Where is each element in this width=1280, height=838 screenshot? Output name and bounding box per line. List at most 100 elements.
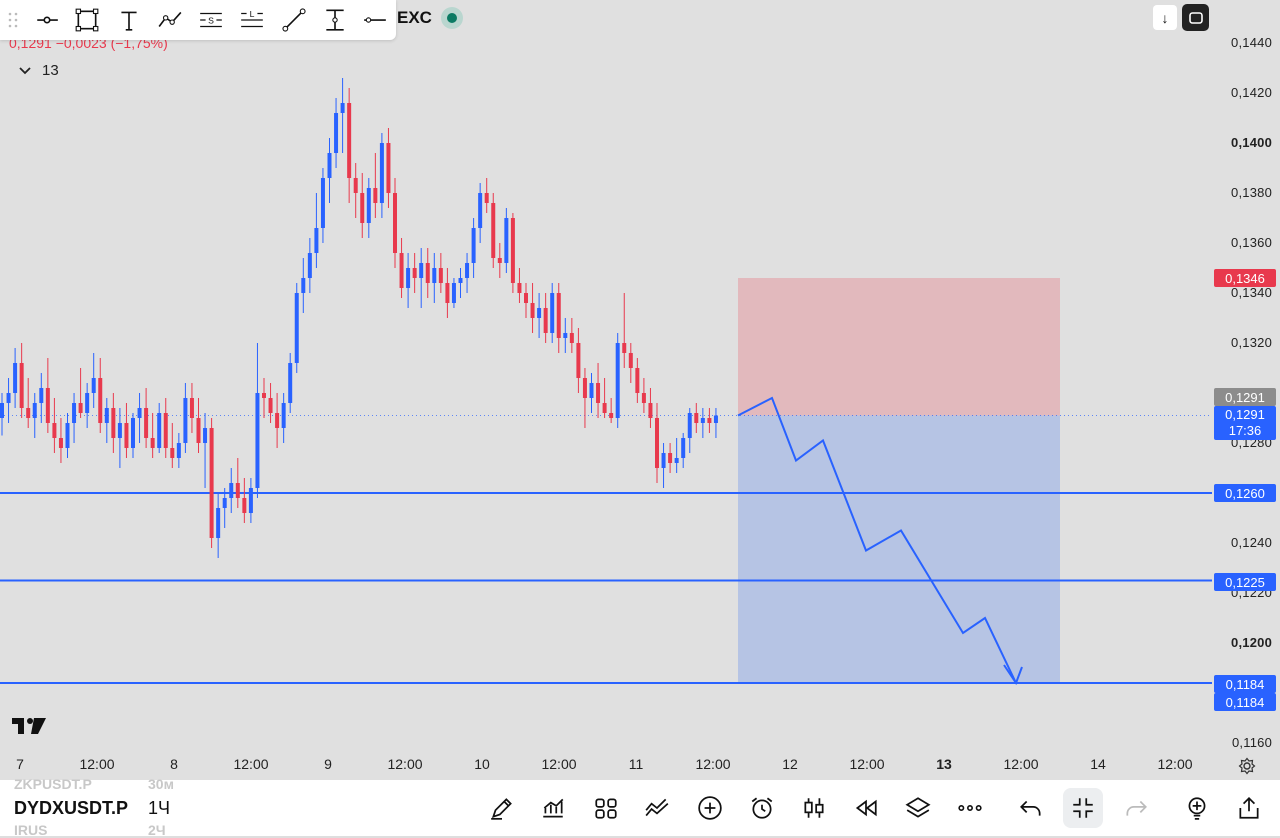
candle xyxy=(347,88,352,203)
download-button[interactable]: ↓ xyxy=(1153,5,1177,30)
candle xyxy=(445,268,450,318)
symbol-selector[interactable]: DYDXUSDT.P xyxy=(14,798,129,818)
candle xyxy=(497,243,502,278)
candle-body xyxy=(700,418,705,423)
fullscreen-button[interactable] xyxy=(1182,4,1209,31)
candle-body xyxy=(399,253,404,288)
candle xyxy=(39,373,44,423)
indicators-button[interactable] xyxy=(533,788,573,828)
tool-price-range[interactable] xyxy=(318,4,352,36)
candle-body xyxy=(307,253,312,278)
arrow-down-icon: ↓ xyxy=(1161,9,1169,26)
candle xyxy=(563,318,568,353)
tool-trend-line[interactable] xyxy=(277,4,311,36)
candle-body xyxy=(563,333,568,338)
tool-path[interactable] xyxy=(153,4,187,36)
candle xyxy=(556,283,561,353)
candle xyxy=(550,283,555,343)
candle xyxy=(301,258,306,313)
indicators-icon xyxy=(543,798,564,818)
stop-loss-zone xyxy=(738,278,1060,416)
tool-long-position[interactable]: L xyxy=(235,4,269,36)
tool-horizontal-line[interactable] xyxy=(358,4,392,36)
candle xyxy=(32,393,37,438)
time-tick: 12:00 xyxy=(1003,756,1039,772)
layers-button[interactable] xyxy=(898,788,938,828)
time-tick: 12:00 xyxy=(541,756,577,772)
price-tick: 0,1240 xyxy=(1231,535,1272,550)
previous-close-label: 0,1291 xyxy=(1214,388,1276,406)
drag-handle-icon[interactable] xyxy=(8,12,18,33)
candle xyxy=(524,283,528,318)
candle xyxy=(582,368,587,428)
alarm-clock-button[interactable] xyxy=(742,788,782,828)
tool-horizontal-ray[interactable] xyxy=(30,4,64,36)
share-button[interactable] xyxy=(1229,788,1269,828)
candle-body xyxy=(432,268,437,283)
candle-body xyxy=(707,418,712,423)
candle-body xyxy=(222,498,227,508)
more-button[interactable] xyxy=(950,788,990,828)
bulb-button[interactable] xyxy=(1177,788,1217,828)
add-circle-button[interactable] xyxy=(690,788,730,828)
candle xyxy=(707,408,712,433)
candle-body xyxy=(275,413,280,428)
candle-body xyxy=(661,453,666,468)
candle xyxy=(222,488,227,528)
undo-button[interactable] xyxy=(1011,788,1051,828)
redo-button[interactable] xyxy=(1116,788,1156,828)
interval-selector[interactable]: 1Ч xyxy=(148,798,171,818)
candle-body xyxy=(556,293,561,338)
drawing-pen-button[interactable] xyxy=(482,788,522,828)
candles-button[interactable] xyxy=(794,788,834,828)
candle-body xyxy=(288,363,293,403)
candle-body xyxy=(39,388,44,403)
indicators-collapse-toggle[interactable]: 13 xyxy=(18,62,59,79)
candle xyxy=(203,413,208,488)
add-circle-icon xyxy=(698,796,722,820)
candle xyxy=(576,328,581,393)
candle xyxy=(216,493,221,558)
ghost-symbol-below: IRUS xyxy=(14,822,48,838)
axis-settings-icon[interactable] xyxy=(1238,757,1256,780)
candle-body xyxy=(235,483,240,498)
price-tick: 0,1440 xyxy=(1231,35,1272,50)
tool-text[interactable] xyxy=(112,4,146,36)
candle xyxy=(353,163,358,218)
candle-body xyxy=(379,143,384,203)
market-status-indicator[interactable] xyxy=(441,7,463,29)
compare-button[interactable] xyxy=(637,788,677,828)
candle xyxy=(78,368,83,418)
time-tick: 12:00 xyxy=(849,756,885,772)
collapse-button[interactable] xyxy=(1063,788,1103,828)
replay-button[interactable] xyxy=(846,788,886,828)
tool-rectangle[interactable] xyxy=(70,4,104,36)
compare-icon xyxy=(645,798,669,817)
candle xyxy=(569,318,574,353)
candle-body xyxy=(117,423,122,438)
alarm-clock-icon xyxy=(751,797,773,819)
text-icon xyxy=(121,11,137,31)
candle xyxy=(0,393,4,436)
candle xyxy=(288,353,293,413)
candle-body xyxy=(576,343,581,378)
candle xyxy=(137,393,142,443)
candle xyxy=(386,128,391,208)
projection-path xyxy=(737,396,1017,684)
candle-body xyxy=(445,283,450,303)
tool-short-position[interactable]: S xyxy=(194,4,228,36)
time-tick: 8 xyxy=(170,756,178,772)
layers-icon xyxy=(905,797,931,818)
layout-grid-button[interactable] xyxy=(586,788,626,828)
candle xyxy=(465,253,470,293)
short-position-icon: S xyxy=(200,12,222,28)
candle-body xyxy=(694,413,699,423)
price-chart[interactable] xyxy=(0,0,1212,780)
candle-body xyxy=(589,383,594,398)
time-tick: 12 xyxy=(782,756,798,772)
candle-body xyxy=(543,308,548,333)
candle xyxy=(406,253,411,308)
candle-body xyxy=(262,393,266,398)
candle-body xyxy=(602,403,607,413)
